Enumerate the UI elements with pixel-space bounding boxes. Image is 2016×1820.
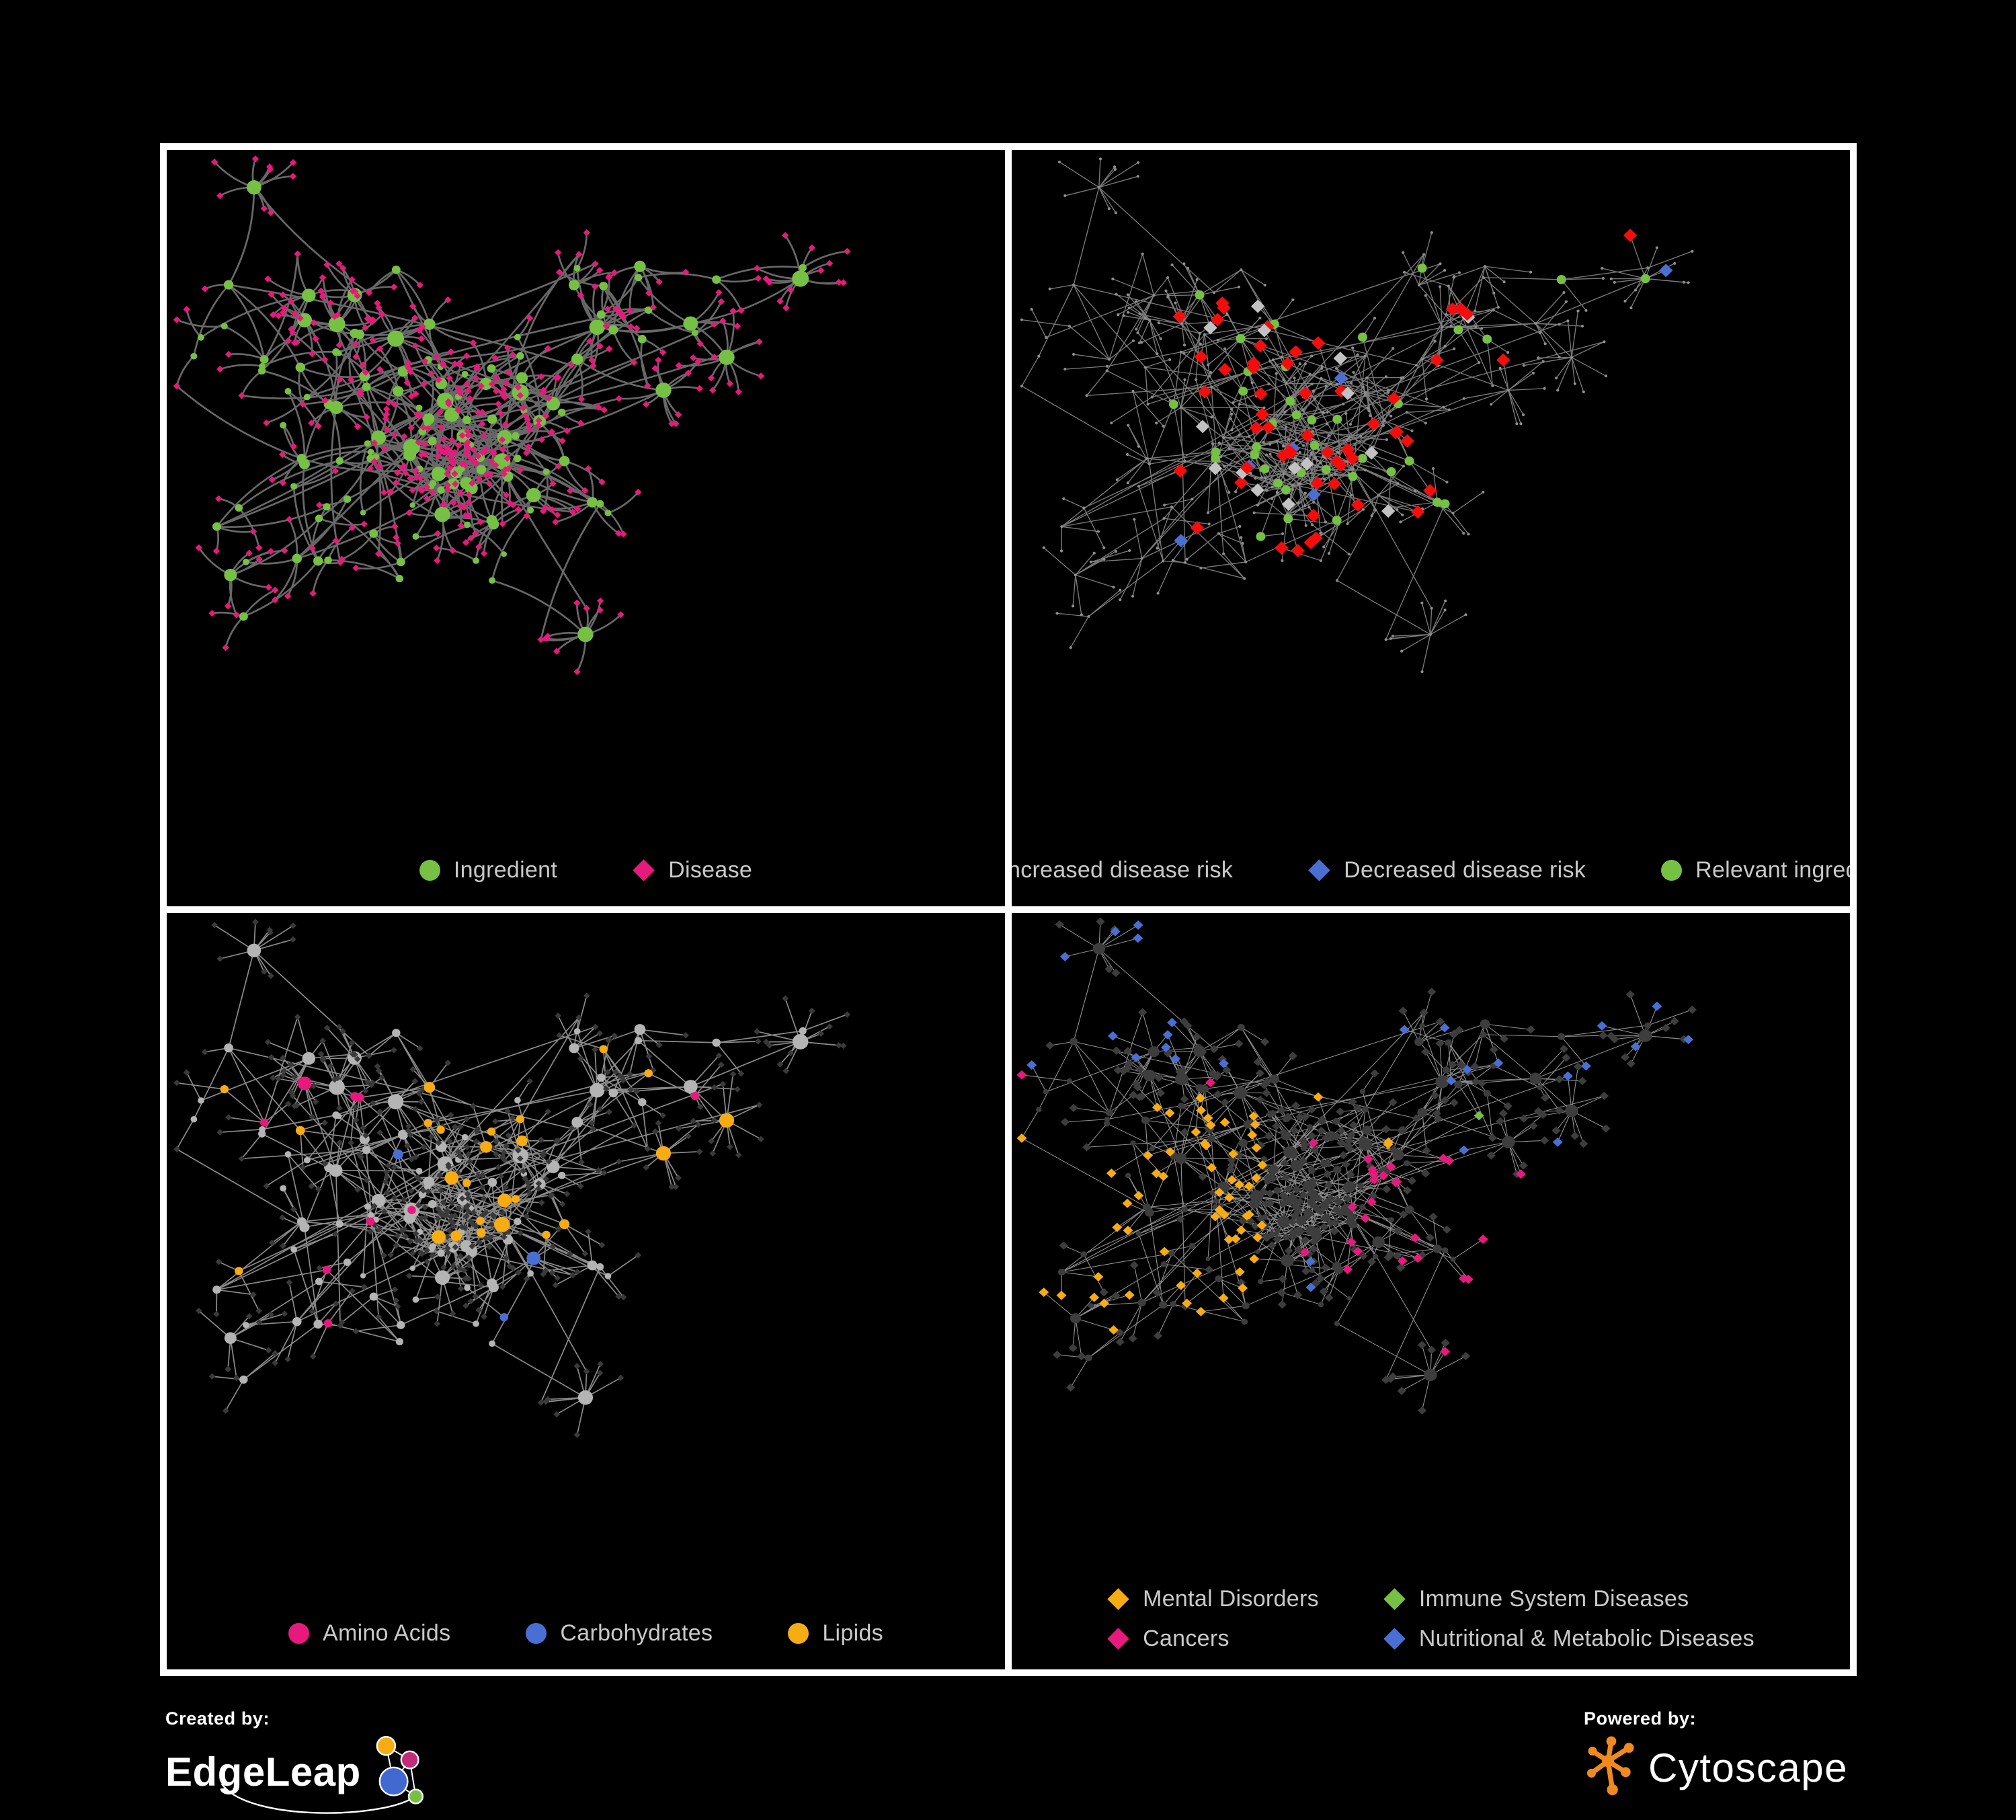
legend-item-increased-disease-risk: Increased disease risk — [1008, 857, 1234, 883]
edgeleap-logo — [220, 1736, 424, 1814]
legend-label: Ingredient — [453, 857, 558, 883]
legend-item-decreased-disease-risk: Decreased disease risk — [1308, 857, 1586, 883]
circle-marker — [788, 1623, 809, 1644]
edgeleap-nodes — [376, 1736, 424, 1805]
legend-label: Decreased disease risk — [1344, 857, 1586, 883]
legend-item-disease: Disease — [633, 857, 752, 883]
network-ingredient-disease — [173, 155, 851, 676]
network-disease-risk — [1020, 157, 1694, 674]
legend-label: Disease — [668, 857, 753, 883]
powered-by-badge: Powered by: — [1584, 1708, 1848, 1805]
circle-marker — [288, 1623, 310, 1644]
legend-item-ingredient: Ingredient — [419, 857, 557, 883]
legend-label: Relevant ingredient — [1695, 857, 1850, 883]
panel-nutrient-classes: Amino Acids Carbohydrates Lipids — [163, 910, 1008, 1673]
circle-marker — [526, 1623, 547, 1644]
edgeleap-node-blue — [378, 1766, 409, 1796]
edgeleap-wordmark: EdgeLeap — [165, 1749, 361, 1794]
legend-item-lipids: Lipids — [788, 1620, 883, 1647]
circle-marker — [1661, 860, 1683, 881]
legend-label: Carbohydrates — [560, 1620, 713, 1646]
legend-label: Increased disease risk — [1008, 857, 1234, 883]
diamond-marker — [633, 859, 655, 881]
legend-disease-categories: Mental Disorders Immune System Diseases Ca… — [1012, 1586, 1850, 1652]
edgeleap-swoosh — [220, 1783, 417, 1814]
legend-disease-risk: Increased disease risk Decreased disease … — [1012, 857, 1850, 883]
cytoscape-logo-icon — [1586, 1736, 1634, 1796]
created-by-badge: Created by: EdgeLeap — [165, 1708, 438, 1814]
network-disease-categories — [1016, 917, 1697, 1415]
legend-item-carbohydrates: Carbohydrates — [526, 1620, 713, 1647]
created-by-label: Created by: — [165, 1708, 270, 1729]
diamond-marker — [1383, 1628, 1406, 1650]
edgeleap-node-green — [407, 1788, 424, 1805]
legend-item-immune-system-diseases: Immune System Diseases — [1383, 1586, 1755, 1612]
legend-label: Amino Acids — [323, 1620, 451, 1646]
legend-item-nutritional-metabolic-diseases: Nutritional & Metabolic Diseases — [1383, 1626, 1755, 1652]
powered-by-label: Powered by: — [1584, 1708, 1697, 1729]
legend-label: Lipids — [822, 1620, 883, 1646]
cytoscape-lockup: Cytoscape — [1584, 1732, 1848, 1805]
legend-label: Immune System Diseases — [1418, 1586, 1689, 1612]
diamond-marker — [1383, 1588, 1406, 1610]
legend-item-mental-disorders: Mental Disorders — [1107, 1586, 1319, 1612]
legend-ingredient-disease: Ingredient Disease — [167, 857, 1005, 883]
panel-disease-categories: Mental Disorders Immune System Diseases Ca… — [1008, 910, 1853, 1673]
legend-item-amino-acids: Amino Acids — [288, 1620, 450, 1647]
panel-grid: Ingredient Disease Increased disease risk… — [160, 143, 1857, 1676]
footer: Created by: EdgeLeap — [165, 1676, 1848, 1820]
legend-item-cancers: Cancers — [1107, 1626, 1319, 1652]
legend-label: Cancers — [1143, 1626, 1229, 1651]
diamond-marker — [1107, 1588, 1129, 1610]
diamond-marker — [1107, 1628, 1129, 1650]
legend-label: Nutritional & Metabolic Diseases — [1418, 1626, 1755, 1651]
panel-disease-risk: Increased disease risk Decreased disease … — [1008, 147, 1853, 910]
circle-marker — [419, 860, 440, 881]
panel-ingredient-disease: Ingredient Disease — [163, 147, 1008, 910]
legend-nutrient-classes: Amino Acids Carbohydrates Lipids — [167, 1620, 1005, 1647]
cytoscape-wordmark: Cytoscape — [1648, 1745, 1848, 1790]
legend-item-relevant-ingredient: Relevant ingredient — [1661, 857, 1850, 883]
diamond-marker — [1308, 859, 1330, 881]
edgeleap-lockup: EdgeLeap — [165, 1732, 438, 1814]
network-nutrient-classes — [173, 918, 851, 1438]
edgeleap-node-magenta — [400, 1750, 419, 1770]
edgeleap-node-orange — [376, 1736, 396, 1756]
legend-label: Mental Disorders — [1143, 1586, 1319, 1612]
